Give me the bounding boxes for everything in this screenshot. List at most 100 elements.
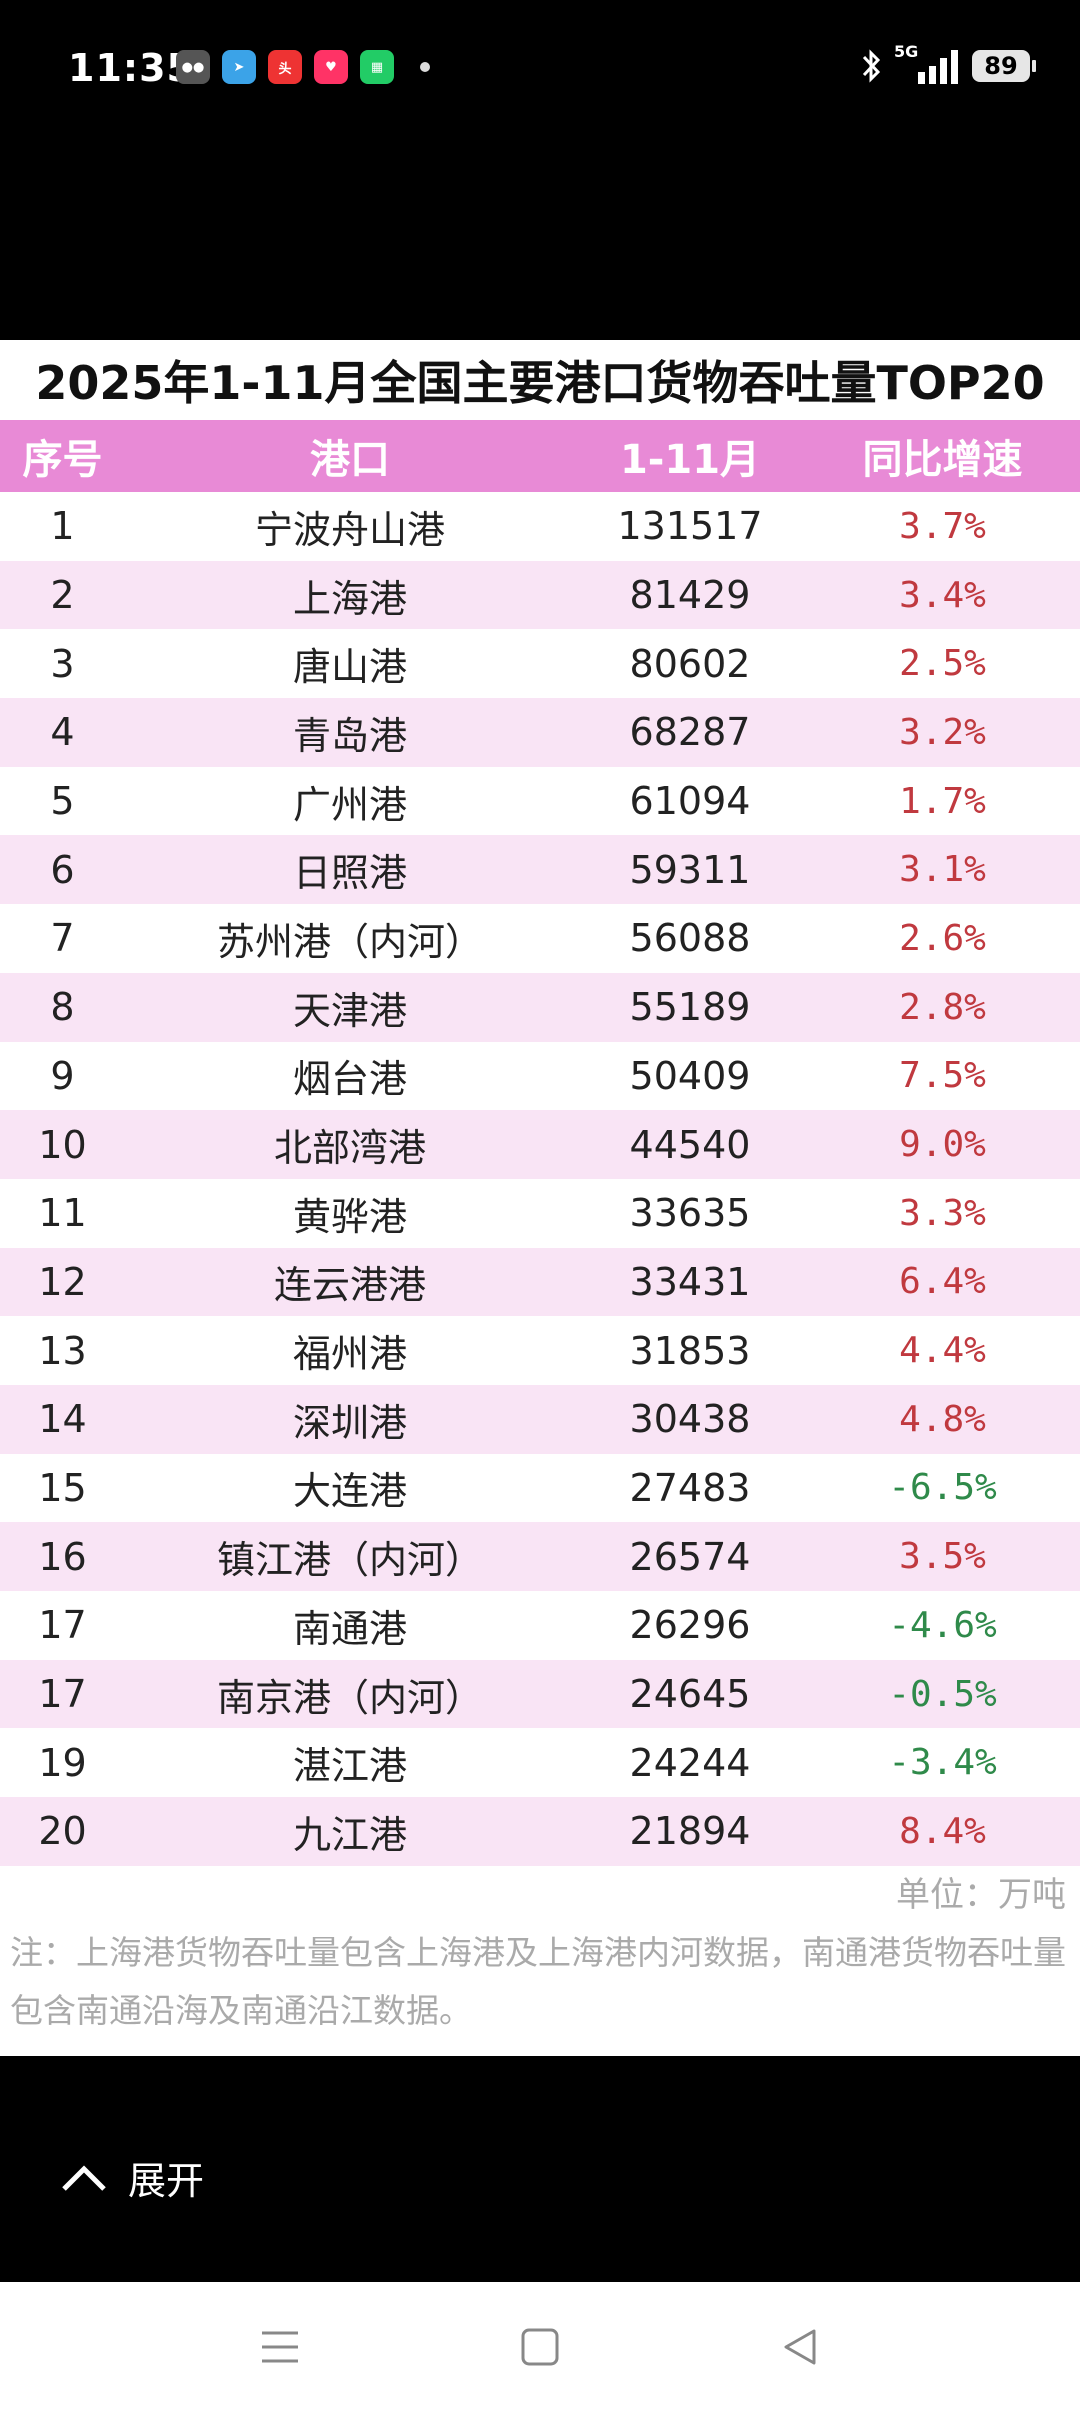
port-cell: 福州港 <box>292 1332 407 1377</box>
rank-cell: 19 <box>38 1740 87 1785</box>
growth-cell: -4.6% <box>888 1604 997 1646</box>
rank-cell: 12 <box>38 1259 87 1304</box>
growth-cell: 7.5% <box>899 1055 986 1097</box>
port-cell: 天津港 <box>292 988 407 1033</box>
port-cell: 连云港港 <box>273 1263 426 1308</box>
growth-cell: -6.5% <box>888 1467 997 1509</box>
value-cell: 81429 <box>629 573 751 618</box>
table-row: 1 宁波舟山港 131517 3.7% <box>0 492 1080 561</box>
home-icon[interactable] <box>520 2327 560 2367</box>
table-row: 2 上海港 81429 3.4% <box>0 560 1080 630</box>
chevron-up-icon <box>62 2164 106 2191</box>
port-cell: 北部湾港 <box>273 1126 426 1171</box>
header-growth: 同比增速 <box>805 420 1080 492</box>
app-icon-green: ▦ <box>360 50 394 84</box>
value-cell: 61094 <box>629 779 751 824</box>
header-rank: 序号 <box>0 420 125 492</box>
value-cell: 131517 <box>617 504 763 549</box>
table-row: 8 天津港 55189 2.8% <box>0 972 1080 1042</box>
expand-label: 展开 <box>128 2159 205 2203</box>
table-row: 6 日照港 59311 3.1% <box>0 835 1080 905</box>
growth-cell: 1.7% <box>899 780 986 822</box>
port-cell: 黄骅港 <box>292 1194 407 1239</box>
port-cell: 青岛港 <box>292 713 407 758</box>
growth-cell: 3.4% <box>899 574 986 616</box>
rank-cell: 17 <box>38 1603 87 1648</box>
value-cell: 33635 <box>629 1191 751 1236</box>
table-image[interactable]: 2025年1-11月全国主要港口货物吞吐量TOP20 序号 港口 1-11月 同… <box>0 340 1080 2056</box>
rank-cell: 16 <box>38 1534 87 1579</box>
table-row: 15 大连港 27483 -6.5% <box>0 1454 1080 1523</box>
table-row: 9 烟台港 50409 7.5% <box>0 1042 1080 1111</box>
value-cell: 80602 <box>629 641 751 686</box>
growth-cell: -0.5% <box>888 1673 997 1715</box>
table-row: 12 连云港港 33431 6.4% <box>0 1247 1080 1317</box>
telegram-icon: ➤ <box>222 50 256 84</box>
system-icons: 5G 89 <box>860 42 1036 84</box>
value-cell: 31853 <box>629 1328 751 1373</box>
header-port: 港口 <box>125 420 575 492</box>
rank-cell: 10 <box>38 1122 87 1167</box>
table-row: 17 南京港（内河） 24645 -0.5% <box>0 1659 1080 1729</box>
rank-cell: 11 <box>38 1191 87 1236</box>
table-row: 14 深圳港 30438 4.8% <box>0 1384 1080 1454</box>
signal-icon: 5G <box>894 42 958 84</box>
table-row: 19 湛江港 24244 -3.4% <box>0 1728 1080 1797</box>
growth-cell: 2.5% <box>899 643 986 685</box>
growth-cell: 8.4% <box>899 1810 986 1852</box>
port-cell: 深圳港 <box>292 1400 407 1445</box>
back-icon[interactable] <box>780 2327 820 2367</box>
port-ranking-table: 序号 港口 1-11月 同比增速 1 宁波舟山港 131517 3.7% 2 上海港 814… <box>0 420 1080 1866</box>
table-row: 4 青岛港 68287 3.2% <box>0 698 1080 767</box>
table-header-row: 序号 港口 1-11月 同比增速 <box>0 420 1080 492</box>
port-cell: 南京港（内河） <box>216 1675 483 1720</box>
port-cell: 南通港 <box>292 1606 407 1651</box>
port-cell: 宁波舟山港 <box>254 507 445 552</box>
table-row: 3 唐山港 80602 2.5% <box>0 629 1080 698</box>
value-cell: 55189 <box>629 985 751 1030</box>
growth-cell: 3.1% <box>899 849 986 891</box>
table-row: 17 南通港 26296 -4.6% <box>0 1591 1080 1660</box>
value-cell: 27483 <box>629 1465 751 1510</box>
rank-cell: 17 <box>38 1672 87 1717</box>
toutiao-icon: 头 <box>268 50 302 84</box>
header-value: 1-11月 <box>575 420 805 492</box>
table-row: 13 福州港 31853 4.4% <box>0 1316 1080 1385</box>
rank-cell: 6 <box>50 847 75 892</box>
port-cell: 镇江港（内河） <box>216 1538 483 1583</box>
app-icon-pink: ♥ <box>314 50 348 84</box>
port-cell: 苏州港（内河） <box>216 919 483 964</box>
table-row: 5 广州港 61094 1.7% <box>0 767 1080 836</box>
table-row: 7 苏州港（内河） 56088 2.6% <box>0 904 1080 973</box>
port-cell: 唐山港 <box>292 645 407 690</box>
rank-cell: 5 <box>50 779 75 824</box>
port-cell: 上海港 <box>292 576 407 621</box>
rank-cell: 4 <box>50 710 75 755</box>
growth-cell: 4.4% <box>899 1330 986 1372</box>
growth-cell: 9.0% <box>899 1124 986 1166</box>
port-cell: 烟台港 <box>292 1057 407 1102</box>
value-cell: 21894 <box>629 1809 751 1854</box>
rank-cell: 3 <box>50 641 75 686</box>
clock: 11:35 <box>68 46 194 90</box>
battery-icon: 89 <box>972 50 1036 82</box>
navigation-bar <box>0 2282 1080 2412</box>
expand-button[interactable]: 展开 <box>60 2150 204 2205</box>
value-cell: 33431 <box>629 1259 751 1304</box>
value-cell: 59311 <box>629 847 751 892</box>
growth-cell: 3.3% <box>899 1192 986 1234</box>
port-cell: 湛江港 <box>292 1744 407 1789</box>
table-row: 11 黄骅港 33635 3.3% <box>0 1179 1080 1248</box>
port-cell: 广州港 <box>292 782 407 827</box>
growth-cell: 4.8% <box>899 1398 986 1440</box>
table-row: 20 九江港 21894 8.4% <box>0 1797 1080 1866</box>
growth-cell: 6.4% <box>899 1261 986 1303</box>
rank-cell: 7 <box>50 916 75 961</box>
growth-cell: -3.4% <box>888 1742 997 1784</box>
growth-cell: 2.8% <box>899 986 986 1028</box>
bluetooth-icon <box>862 49 881 83</box>
table-row: 16 镇江港（内河） 26574 3.5% <box>0 1522 1080 1591</box>
unit-label: 单位：万吨 <box>896 1874 1066 1915</box>
rank-cell: 2 <box>50 573 75 618</box>
menu-icon[interactable] <box>260 2329 300 2365</box>
